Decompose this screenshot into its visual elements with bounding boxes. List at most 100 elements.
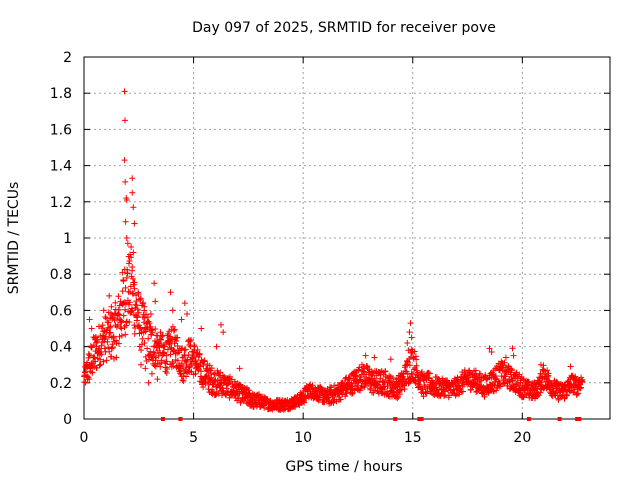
- data-point: [129, 307, 136, 314]
- outlier-point: [129, 189, 136, 196]
- data-point: [152, 357, 159, 364]
- data-point: [296, 402, 303, 409]
- outlier-point: [147, 311, 154, 318]
- data-point: [108, 345, 115, 352]
- data-point: [200, 358, 207, 365]
- data-point: [261, 404, 268, 411]
- outlier-point: [148, 370, 155, 377]
- data-point: [97, 361, 104, 368]
- data-point: [118, 332, 125, 339]
- x-tick-label: 20: [513, 430, 531, 446]
- data-point: [97, 356, 104, 363]
- data-point: [224, 389, 231, 396]
- data-point: [102, 313, 109, 320]
- data-point: [414, 369, 421, 376]
- data-point: [134, 314, 141, 321]
- data-point: [212, 391, 219, 398]
- data-point: [140, 299, 147, 306]
- zero-markers: [160, 417, 582, 421]
- outlier-point: [137, 361, 144, 368]
- data-point: [116, 311, 123, 318]
- data-point: [577, 384, 584, 391]
- data-point: [388, 378, 395, 385]
- data-point: [86, 352, 93, 359]
- data-point: [120, 312, 127, 319]
- data-point: [498, 358, 505, 365]
- data-point: [174, 343, 181, 350]
- y-tick-label: 1.2: [50, 195, 72, 211]
- outlier-point: [154, 376, 161, 383]
- data-point: [141, 339, 148, 346]
- data-point: [501, 380, 508, 387]
- outlier-point: [169, 307, 176, 314]
- data-point: [205, 386, 212, 393]
- grid-lines: [84, 57, 610, 419]
- data-point: [496, 379, 503, 386]
- data-points: [81, 88, 586, 413]
- outlier-point: [406, 329, 413, 336]
- data-point: [418, 368, 425, 375]
- data-point: [426, 370, 433, 377]
- y-tick-label: 0.6: [50, 303, 72, 319]
- data-point: [188, 336, 195, 343]
- outlier-point: [167, 289, 174, 296]
- data-point: [149, 329, 156, 336]
- data-point: [135, 309, 142, 316]
- data-point: [200, 362, 207, 369]
- outlier-point: [108, 303, 115, 310]
- zero-marker: [575, 417, 580, 421]
- data-point: [118, 317, 125, 324]
- data-point: [115, 293, 122, 300]
- data-point: [441, 392, 448, 399]
- data-point: [196, 351, 203, 358]
- data-point: [366, 380, 373, 387]
- data-point: [573, 391, 580, 398]
- data-point: [204, 366, 211, 373]
- data-point: [579, 378, 586, 385]
- outlier-point: [145, 379, 152, 386]
- outlier-point: [181, 300, 188, 307]
- data-point: [95, 323, 102, 330]
- data-point: [544, 367, 551, 374]
- data-point: [396, 391, 403, 398]
- data-point: [135, 291, 142, 298]
- data-point: [82, 379, 89, 386]
- data-point: [122, 300, 129, 307]
- data-point: [411, 348, 418, 355]
- zero-marker: [160, 417, 165, 421]
- data-point: [115, 310, 122, 317]
- outlier-point: [407, 320, 414, 327]
- data-point: [110, 333, 117, 340]
- data-point: [139, 335, 146, 342]
- data-point: [208, 365, 215, 372]
- outlier-point: [236, 365, 243, 372]
- data-point: [165, 334, 172, 341]
- outlier-point: [142, 365, 149, 372]
- data-point: [107, 329, 114, 336]
- data-point: [129, 290, 136, 297]
- data-point: [361, 384, 368, 391]
- outlier-point: [121, 157, 128, 164]
- data-point: [385, 393, 392, 400]
- data-point: [361, 374, 368, 381]
- data-point: [198, 368, 205, 375]
- data-point: [192, 370, 199, 377]
- data-point: [134, 306, 141, 313]
- data-point: [118, 318, 125, 325]
- data-point: [221, 390, 228, 397]
- data-point: [158, 336, 165, 343]
- data-point: [105, 319, 112, 326]
- outlier-point: [123, 235, 130, 241]
- data-point: [115, 340, 122, 347]
- outlier-point: [127, 289, 134, 296]
- data-point: [122, 306, 129, 313]
- data-point: [167, 351, 174, 358]
- data-point: [381, 386, 388, 393]
- data-point: [346, 375, 353, 382]
- data-point: [133, 302, 140, 309]
- data-point: [409, 370, 416, 377]
- data-point: [126, 319, 133, 326]
- outlier-point: [131, 220, 138, 227]
- data-point: [162, 364, 169, 371]
- outlier-point: [129, 175, 136, 182]
